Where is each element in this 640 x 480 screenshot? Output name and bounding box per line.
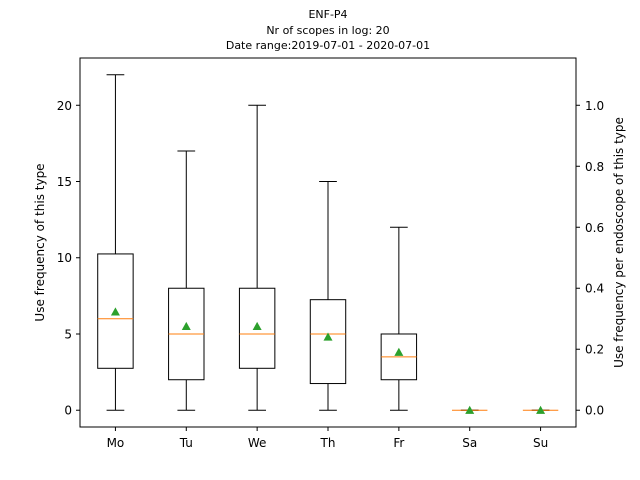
box-fr [380,226,418,411]
mean-marker-we [252,321,262,330]
box-mo [97,74,134,411]
y-axis-label-right: Use frequency per endoscope of this type [612,117,626,368]
box-we [238,104,276,411]
y-axis-left: 0 5 10 15 20 [57,99,80,418]
x-axis: Mo Tu We Th Fr Sa Su [107,427,548,450]
y-tick-label-right-1: 0.2 [585,343,604,357]
x-tick-label-we: We [248,436,267,450]
box-iqr-we [238,287,276,369]
mean-marker-sa [465,405,475,414]
y-tick-label-right-0: 0.0 [585,404,604,418]
box-sa [452,405,488,414]
box-iqr-th [309,299,347,385]
box-th [309,181,347,411]
title-line-1: ENF-P4 [308,8,347,21]
y-axis-right: 0.0 0.2 0.4 0.6 0.8 1.0 [576,99,604,418]
y-tick-label-left-5: 5 [64,327,72,341]
title-line-3: Date range:2019-07-01 - 2020-07-01 [226,39,430,52]
y-tick-label-left-15: 15 [57,175,72,189]
x-tick-label-su: Su [533,436,548,450]
box-su [522,405,559,414]
box-iqr-mo [97,253,134,369]
mean-marker-tu [181,321,191,330]
x-tick-label-th: Th [320,436,336,450]
chart-title: ENF-P4 Nr of scopes in log: 20 Date rang… [226,8,430,52]
mean-marker-fr [394,347,404,356]
x-tick-label-sa: Sa [462,436,477,450]
title-line-2: Nr of scopes in log: 20 [266,24,389,37]
x-tick-label-tu: Tu [179,436,193,450]
y-axis-label-left: Use frequency of this type [33,163,47,321]
y-tick-label-left-0: 0 [64,404,72,418]
y-tick-label-right-5: 1.0 [585,99,604,113]
y-tick-label-right-3: 0.6 [585,221,604,235]
y-tick-label-right-4: 0.8 [585,160,604,174]
box-tu [168,150,205,411]
y-tick-label-right-2: 0.4 [585,282,604,296]
mean-marker-mo [110,307,120,316]
y-tick-label-left-10: 10 [57,251,72,265]
mean-marker-su [536,405,546,414]
box-plots [97,74,559,414]
mean-marker-th [323,332,333,341]
y-tick-label-left-20: 20 [57,99,72,113]
x-tick-label-fr: Fr [393,436,404,450]
x-tick-label-mo: Mo [107,436,125,450]
